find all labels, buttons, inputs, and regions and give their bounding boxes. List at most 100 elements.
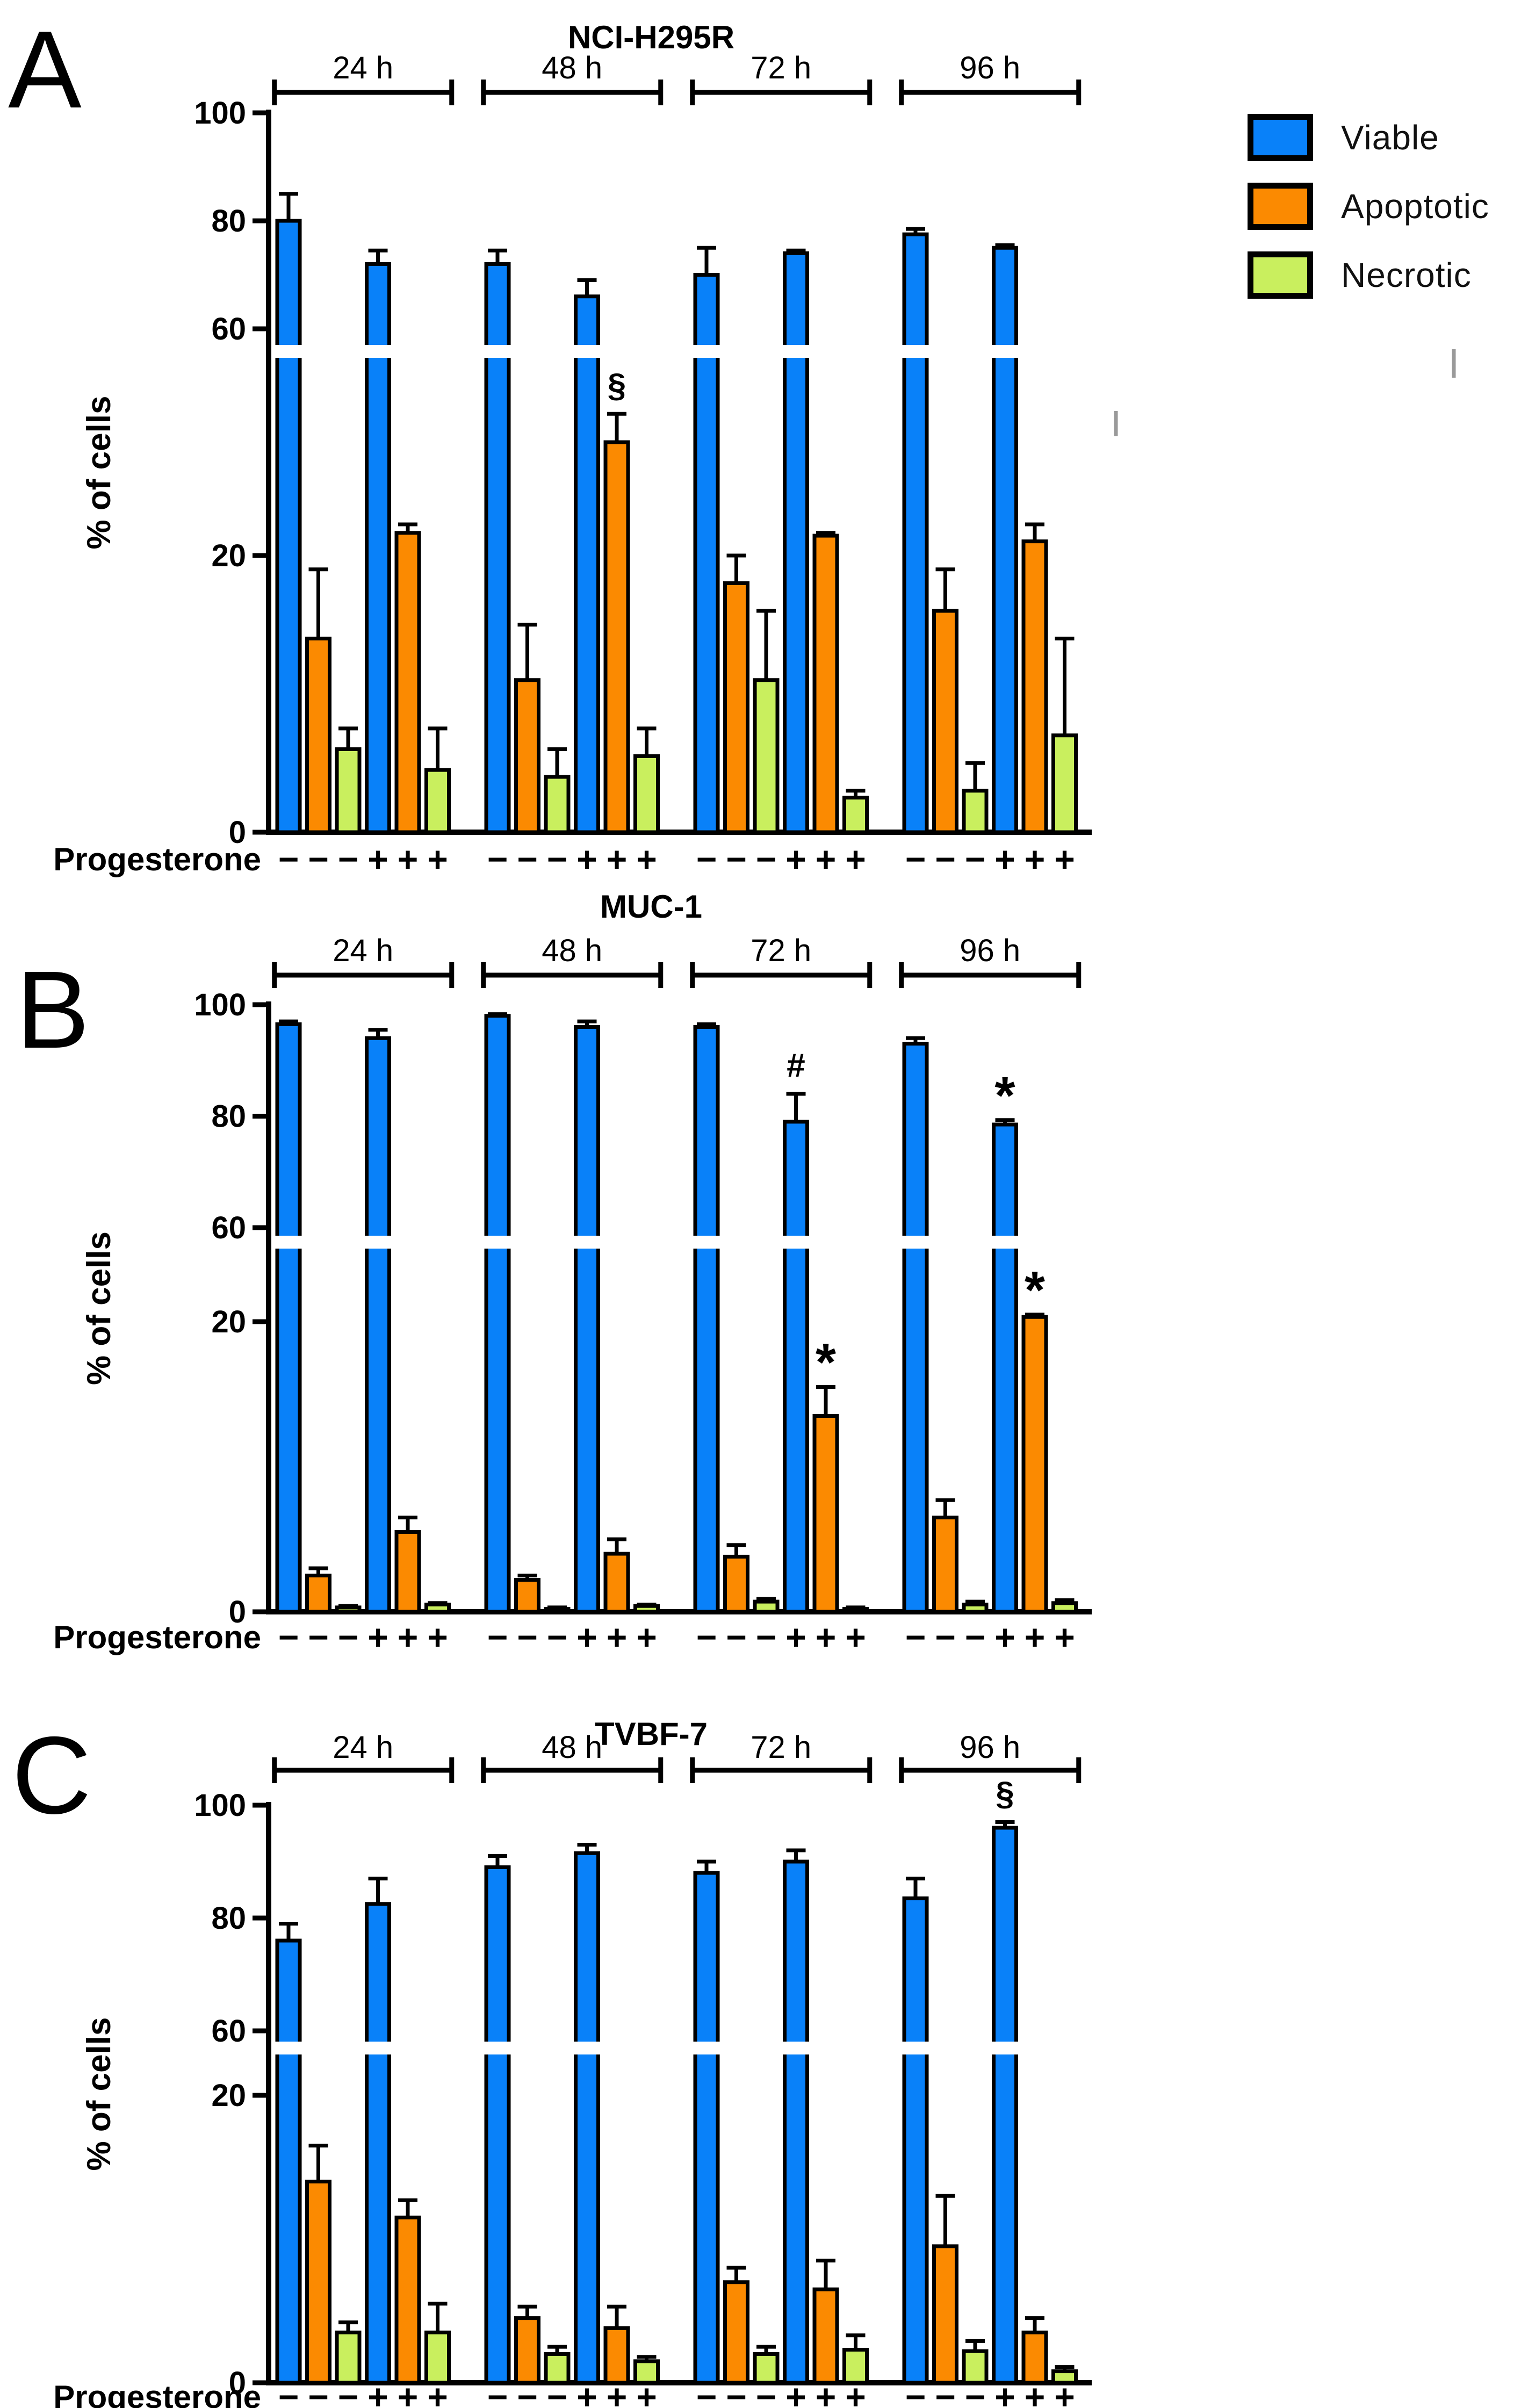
panel-b-progesterone-label: Progesterone (53, 1619, 261, 1655)
panel-c-48h-plus-apoptotic-prog-symbol: + (607, 2377, 628, 2408)
legend-label-necrotic: Necrotic (1341, 256, 1472, 294)
panel-a-72h-minus-necrotic-bar (753, 678, 780, 834)
panel-c-title: TVBF-7 (595, 1716, 708, 1752)
panel-b-24h-plus-apoptotic-bar (394, 1530, 421, 1614)
panel-b-72h-plus-apoptotic-bar (812, 1414, 839, 1614)
panel-a-title: NCI-H295R (568, 19, 734, 55)
legend: Viable Apoptotic Necrotic (1248, 114, 1516, 320)
panel-c-96h-plus-viable-prog-symbol: + (994, 2377, 1015, 2408)
panel-c-96h-minus-necrotic-prog-symbol: − (965, 2377, 986, 2408)
panel-a-24h-minus-apoptotic-bar (305, 637, 331, 834)
panel-b-48h-plus-apoptotic-bar (603, 1552, 630, 1614)
panel-b-time-label-48h: 48 h (542, 933, 602, 968)
panel-b-48h-plus-necrotic-bar (633, 1604, 660, 1614)
panel-c-72h-minus-apoptotic-prog-symbol: − (726, 2377, 747, 2408)
panel-b-72h-plus-viable-bar (783, 1120, 809, 1614)
panel-c-24h-minus-viable-prog-symbol: − (278, 2377, 299, 2408)
legend-item-viable: Viable (1248, 114, 1516, 161)
panel-c-72h-plus-necrotic-prog-symbol: + (845, 2377, 866, 2408)
panel-c-96h-plus-viable-annotation: § (996, 1776, 1014, 1813)
panel-a-96h-minus-necrotic-bar (962, 789, 989, 834)
legend-item-necrotic: Necrotic (1248, 251, 1516, 299)
panel-c-72h-plus-apoptotic-prog-symbol: + (816, 2377, 837, 2408)
panel-c-96h-plus-apoptotic-bar (1021, 2330, 1048, 2385)
panel-c-y-tick-label-20: 20 (211, 2078, 246, 2113)
panel-b-24h-plus-necrotic-prog-symbol: + (427, 1617, 448, 1657)
panel-b-letter: B (16, 948, 90, 1071)
panel-b-48h-plus-apoptotic-prog-symbol: + (607, 1617, 628, 1657)
panel-b-72h-minus-apoptotic-prog-symbol: − (726, 1617, 747, 1657)
panel-a-48h-minus-apoptotic-bar (514, 678, 540, 834)
panel-c-time-label-24h: 24 h (333, 1730, 393, 1765)
panel-a-48h-plus-necrotic-prog-symbol: + (636, 839, 657, 879)
panel-c-48h-plus-apoptotic-bar (603, 2326, 630, 2385)
panel-b-time-label-72h: 72 h (751, 933, 811, 968)
panel-c-48h-minus-necrotic-prog-symbol: − (547, 2377, 568, 2408)
panel-b-72h-plus-necrotic-bar (842, 1607, 869, 1614)
panel-a-y-tick-label-20: 20 (211, 538, 246, 573)
panel-a-48h-plus-necrotic-bar (633, 754, 660, 834)
panel-a-72h-minus-apoptotic-bar (723, 581, 749, 834)
panel-c-ylabel: % of cells (81, 2017, 118, 2171)
panel-a-y-tick-label-100: 100 (194, 96, 246, 131)
panel-a-24h-minus-necrotic-prog-symbol: − (338, 839, 359, 879)
panel-b-48h-minus-necrotic-prog-symbol: − (547, 1617, 568, 1657)
panel-a-96h-plus-viable-prog-symbol: + (994, 839, 1015, 879)
panel-b-96h-plus-viable-prog-symbol: + (994, 1617, 1015, 1657)
panel-b-96h-minus-necrotic-prog-symbol: − (965, 1617, 986, 1657)
panel-c-time-label-72h: 72 h (751, 1730, 811, 1765)
panel-b-96h-plus-necrotic-bar (1051, 1601, 1078, 1614)
panel-a-96h-minus-viable-prog-symbol: − (905, 839, 926, 879)
panel-b-96h-plus-apoptotic-bar (1021, 1315, 1048, 1614)
panel-a-72h-minus-necrotic-prog-symbol: − (756, 839, 777, 879)
panel-b-time-label-24h: 24 h (333, 933, 393, 968)
panel-c-48h-plus-viable-prog-symbol: + (576, 2377, 597, 2408)
panel-b-72h-minus-necrotic-bar (753, 1599, 780, 1614)
panel-a-time-label-24h: 24 h (333, 51, 393, 85)
panel-c-48h-plus-necrotic-prog-symbol: + (636, 2377, 657, 2408)
panel-a-progesterone-label: Progesterone (53, 841, 261, 877)
panel-c-96h-plus-necrotic-prog-symbol: + (1054, 2377, 1075, 2408)
panel-c-48h-minus-apoptotic-bar (514, 2316, 540, 2385)
panel-a-24h-plus-apoptotic-bar (394, 531, 421, 834)
panel-a-24h-plus-necrotic-prog-symbol: + (427, 839, 448, 879)
panel-b-24h-minus-apoptotic-prog-symbol: − (308, 1617, 329, 1657)
panel-c-y-tick-label-0: 0 (229, 2366, 246, 2400)
panel-a-ylabel: % of cells (81, 396, 118, 550)
panel-b-24h-minus-viable-bar (275, 1022, 302, 1614)
panel-a-48h-minus-necrotic-prog-symbol: − (547, 839, 568, 879)
panel-b-72h-minus-viable-prog-symbol: − (696, 1617, 717, 1657)
panel-b-title: MUC-1 (600, 889, 702, 925)
panel-a-96h-minus-viable-bar (902, 232, 929, 834)
panel-a-72h-plus-necrotic-prog-symbol: + (845, 839, 866, 879)
panel-a-96h-plus-viable-bar (992, 246, 1018, 834)
panel-a-96h-minus-apoptotic-bar (932, 609, 958, 834)
panel-a-96h-plus-necrotic-bar (1051, 733, 1078, 834)
panel-b-24h-minus-viable-prog-symbol: − (278, 1617, 299, 1657)
panel-b-96h-minus-viable-bar (902, 1042, 929, 1614)
panel-c-72h-minus-viable-bar (693, 1871, 720, 2385)
panel-b-time-label-96h: 96 h (960, 933, 1020, 968)
panel-c-96h-minus-viable-bar (902, 1896, 929, 2385)
panel-b-96h-minus-apoptotic-prog-symbol: − (935, 1617, 956, 1657)
panel-c-96h-plus-viable-bar (992, 1826, 1018, 2385)
panel-b-72h-plus-apoptotic-annotation: * (816, 1333, 837, 1392)
panel-b-ylabel: % of cells (81, 1231, 118, 1385)
panel-a-24h-minus-apoptotic-prog-symbol: − (308, 839, 329, 879)
panel-c-24h-plus-necrotic-bar (424, 2330, 451, 2385)
panel-c-24h-plus-viable-bar (365, 1902, 391, 2385)
panel-b-72h-plus-viable-annotation: # (787, 1047, 805, 1084)
necrotic-swatch (1248, 251, 1313, 299)
panel-b-24h-minus-apoptotic-bar (305, 1574, 331, 1614)
panel-a-24h-plus-viable-prog-symbol: + (367, 839, 388, 879)
panel-c-24h-minus-necrotic-prog-symbol: − (338, 2377, 359, 2408)
panel-a-96h-minus-apoptotic-prog-symbol: − (935, 839, 956, 879)
panel-b-72h-plus-apoptotic-prog-symbol: + (816, 1617, 837, 1657)
panel-c-96h-minus-necrotic-bar (962, 2349, 989, 2385)
panel-a-48h-plus-apoptotic-bar (603, 440, 630, 834)
panel-b-24h-minus-necrotic-prog-symbol: − (338, 1617, 359, 1657)
panel-a-24h-minus-viable-prog-symbol: − (278, 839, 299, 879)
panel-c-letter: C (12, 1714, 91, 1837)
panel-b-y-tick-label-100: 100 (194, 987, 246, 1022)
legend-label-viable: Viable (1341, 118, 1439, 157)
